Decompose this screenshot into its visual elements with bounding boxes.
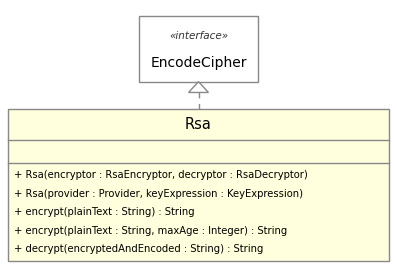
Text: EncodeCipher: EncodeCipher: [150, 56, 247, 70]
Text: + encrypt(plainText : String, maxAge : Integer) : String: + encrypt(plainText : String, maxAge : I…: [14, 226, 287, 236]
Text: + Rsa(provider : Provider, keyExpression : KeyExpression): + Rsa(provider : Provider, keyExpression…: [14, 189, 303, 199]
Text: + Rsa(encryptor : RsaEncryptor, decryptor : RsaDecryptor): + Rsa(encryptor : RsaEncryptor, decrypto…: [14, 170, 308, 180]
Bar: [139, 16, 258, 82]
Text: «interface»: «interface»: [169, 31, 228, 41]
Text: Rsa: Rsa: [185, 117, 212, 132]
Bar: [8, 109, 389, 261]
Text: + encrypt(plainText : String) : String: + encrypt(plainText : String) : String: [14, 207, 195, 217]
Text: + decrypt(encryptedAndEncoded : String) : String: + decrypt(encryptedAndEncoded : String) …: [14, 244, 263, 254]
